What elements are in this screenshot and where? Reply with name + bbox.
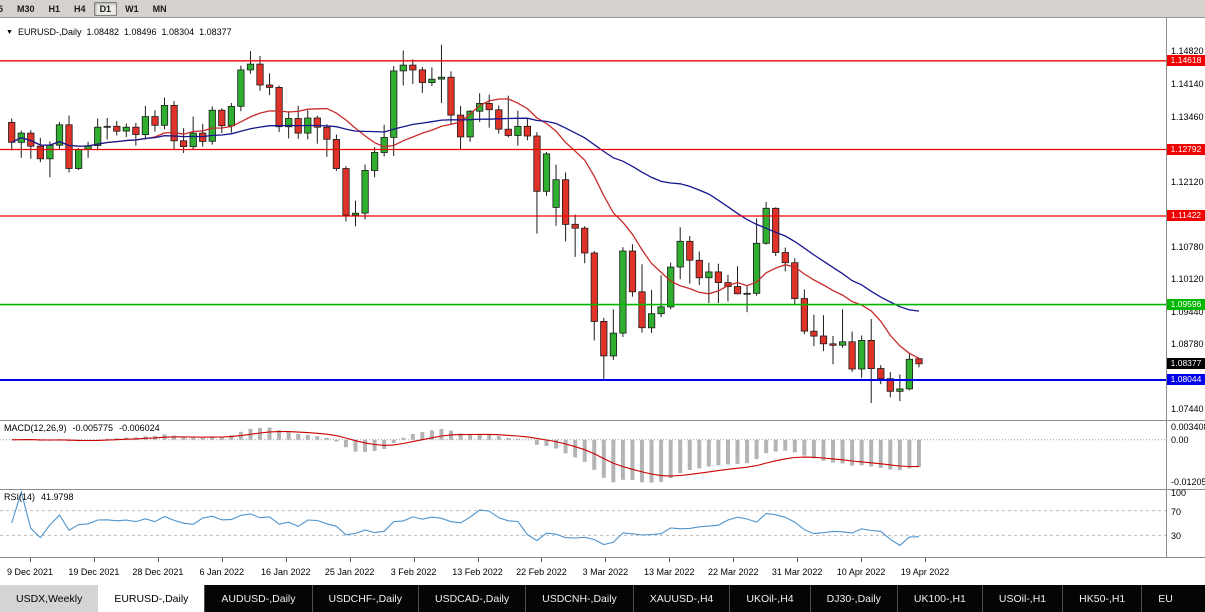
date-axis-label: 13 Feb 2022	[452, 567, 503, 577]
macd-axis-max: 0.003408	[1171, 422, 1205, 432]
macd-canvas	[0, 427, 1166, 483]
date-axis-tick	[541, 558, 543, 562]
symbol-tab-usdcnh-daily[interactable]: USDCNH-,Daily	[525, 585, 633, 612]
date-axis-label: 31 Mar 2022	[771, 567, 823, 577]
price-axis-tick: 1.09440	[1171, 307, 1204, 318]
ohlc-low: 1.08304	[161, 27, 195, 37]
date-axis-label: 6 Jan 2022	[199, 567, 245, 577]
date-axis-label: 19 Apr 2022	[900, 567, 950, 577]
date-axis-tick	[605, 558, 607, 562]
symbol-dropdown-icon[interactable]: ▼	[6, 28, 13, 36]
date-axis-tick	[93, 558, 95, 562]
ohlc-open: 1.08482	[86, 27, 119, 37]
rsi-title: RSI(14)	[4, 492, 36, 502]
date-axis-tick	[669, 558, 671, 562]
rsi-indicator-pane[interactable]: RSI(14) 41.9798 100 70 30	[0, 488, 1205, 557]
chart-ohlc-header: ▼ EURUSD-,Daily 1.08482 1.08496 1.08304 …	[6, 27, 232, 37]
price-chart-pane[interactable]: ▼ EURUSD-,Daily 1.08482 1.08496 1.08304 …	[0, 18, 1205, 420]
date-axis-label: 13 Mar 2022	[644, 567, 695, 577]
timeframe-button-h4[interactable]: H4	[74, 3, 86, 14]
rsi-axis-tick: 30	[1171, 531, 1182, 542]
symbol-tab-ukoil-h4[interactable]: UKOil-,H4	[729, 585, 810, 612]
price-axis-separator	[1166, 18, 1167, 557]
rsi-canvas	[0, 490, 1166, 547]
ohlc-close: 1.08377	[199, 27, 232, 37]
symbol-tab-usdchf-daily[interactable]: USDCHF-,Daily	[311, 585, 419, 612]
macd-axis-zero: 0.00	[1171, 434, 1189, 445]
date-axis-tick	[477, 558, 479, 562]
symbol-tab-eu[interactable]: EU	[1141, 585, 1205, 612]
date-axis-tick	[861, 558, 863, 562]
symbol-tab-eurusd-daily[interactable]: EURUSD-,Daily	[98, 585, 205, 612]
macd-indicator-pane[interactable]: MACD(12,26,9) -0.005775 -0.006024 0.0034…	[0, 420, 1205, 489]
price-axis-tick: 1.12120	[1171, 177, 1204, 188]
date-axis-tick	[925, 558, 927, 562]
macd-axis-min: -0.012054	[1171, 477, 1205, 487]
date-axis-label: 16 Jan 2022	[260, 567, 311, 577]
price-axis-tick: 1.13460	[1171, 112, 1204, 123]
timeframe-button-mn[interactable]: MN	[152, 3, 167, 14]
date-axis-label: 9 Dec 2021	[6, 567, 54, 577]
price-level-label: 1.08044	[1167, 374, 1205, 386]
date-axis-tick	[733, 558, 735, 562]
date-axis-tick	[285, 558, 287, 562]
timeframe-toolbar: 5 M30 H1 H4 D1 W1 MN	[0, 0, 1205, 18]
symbol-tab-usoil-h1[interactable]: USOil-,H1	[981, 585, 1063, 612]
timeframe-button-h1[interactable]: H1	[48, 3, 61, 14]
symbol-tab-usdx-weekly[interactable]: USDX,Weekly	[0, 585, 99, 612]
rsi-axis-tick: 100	[1171, 488, 1187, 498]
price-axis-tick: 1.07440	[1171, 404, 1204, 415]
date-axis-label: 22 Mar 2022	[707, 567, 759, 577]
price-axis-tick: 1.14820	[1171, 46, 1204, 56]
date-axis-tick	[349, 558, 351, 562]
price-axis-tick: 1.08780	[1171, 339, 1204, 350]
symbol-tabbar: USDX,Weekly EURUSD-,Daily AUDUSD-,Daily USD…	[0, 585, 1205, 612]
rsi-header: RSI(14) 41.9798	[4, 492, 74, 502]
date-axis-tick	[221, 558, 223, 562]
price-axis-tick: 1.10120	[1171, 274, 1204, 285]
chart-symbol-period: EURUSD-,Daily	[17, 27, 82, 37]
symbol-tab-usdcad-daily[interactable]: USDCAD-,Daily	[418, 585, 526, 612]
price-chart-canvas[interactable]	[0, 18, 1166, 420]
date-axis-label: 3 Mar 2022	[582, 567, 629, 577]
price-axis-tick: 1.10780	[1171, 242, 1204, 253]
price-level-label: 1.09596	[1167, 299, 1205, 311]
date-axis-tick	[413, 558, 415, 562]
date-axis-label: 10 Apr 2022	[836, 567, 886, 577]
price-level-label: 1.14618	[1167, 55, 1205, 67]
timeframe-button-m30[interactable]: M30	[17, 3, 35, 14]
date-axis: 9 Dec 2021 19 Dec 2021 28 Dec 2021 6 Jan 20…	[0, 557, 1205, 585]
price-level-label: 1.11422	[1167, 210, 1205, 222]
date-axis-tick	[797, 558, 799, 562]
macd-signal-value: -0.006024	[119, 423, 160, 433]
macd-main-value: -0.005775	[72, 423, 114, 433]
date-axis-tick	[30, 558, 31, 562]
macd-title: MACD(12,26,9)	[4, 423, 67, 433]
symbol-tab-audusd-daily[interactable]: AUDUSD-,Daily	[204, 585, 312, 612]
date-axis-label: 28 Dec 2021	[132, 567, 184, 577]
macd-header: MACD(12,26,9) -0.005775 -0.006024	[4, 423, 160, 433]
price-level-label: 1.08377	[1167, 358, 1205, 370]
symbol-tab-xauusd-h4[interactable]: XAUUSD-,H4	[632, 585, 730, 612]
timeframe-button-w1[interactable]: W1	[125, 3, 139, 14]
price-axis-tick: 1.14140	[1171, 79, 1204, 90]
symbol-tab-hk50-h1[interactable]: HK50-,H1	[1062, 585, 1142, 612]
date-axis-label: 22 Feb 2022	[516, 567, 567, 577]
date-axis-tick	[157, 558, 159, 562]
date-axis-label: 3 Feb 2022	[390, 567, 437, 577]
rsi-axis-tick: 70	[1171, 506, 1182, 517]
timeframe-button-d1[interactable]: D1	[93, 1, 118, 16]
ohlc-high: 1.08496	[124, 27, 157, 37]
rsi-value: 41.9798	[41, 492, 74, 502]
symbol-tab-dj30-daily[interactable]: DJ30-,Daily	[809, 585, 897, 612]
symbol-tab-uk100-h1[interactable]: UK100-,H1	[896, 585, 982, 612]
timeframe-button-5[interactable]: 5	[0, 3, 4, 14]
price-level-label: 1.12792	[1167, 143, 1205, 155]
date-axis-label: 19 Dec 2021	[68, 567, 120, 577]
date-axis-label: 25 Jan 2022	[324, 567, 375, 577]
